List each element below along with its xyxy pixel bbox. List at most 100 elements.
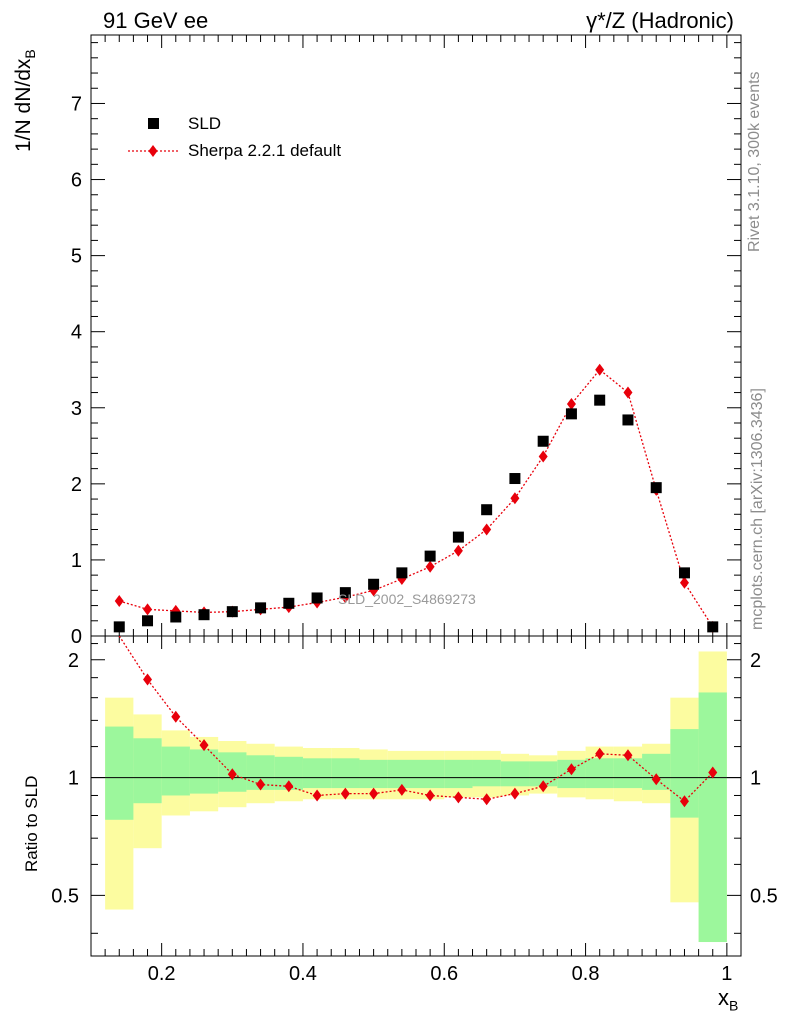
sld-point	[113, 621, 125, 633]
xlabel-text: x	[718, 985, 729, 1010]
axis-ticks: 0.2 0.4 0.6 0.8 1 0 1 2 3 4 5 6 7 0.5 0.5 1 1 2 2	[51, 35, 778, 985]
ratio-point	[143, 673, 153, 686]
ratio-point	[369, 787, 379, 800]
sld-point	[452, 531, 464, 543]
ratio-point	[199, 739, 209, 752]
y-tick-label: 4	[71, 322, 82, 344]
band-stat	[613, 758, 643, 789]
band-stat	[331, 758, 360, 789]
sherpa-point	[679, 576, 689, 589]
x-tick-label: 1	[721, 963, 732, 985]
ratio-point	[482, 793, 492, 806]
sherpa-line	[119, 368, 714, 628]
sld-point	[565, 408, 577, 420]
x-tick-label: 0.4	[289, 963, 317, 985]
sherpa-point	[595, 363, 605, 376]
y-tick-label: 5	[71, 246, 82, 268]
band-stat	[500, 761, 530, 787]
ratio-tick-label-right: 2	[750, 650, 761, 672]
xlabel-sub: B	[729, 997, 739, 1014]
sherpa-point	[425, 560, 435, 573]
ratio-tick-label-right: 0.5	[750, 885, 778, 907]
sherpa-point	[623, 386, 633, 399]
ratio-point	[510, 787, 520, 800]
y-tick-label: 1	[71, 550, 82, 572]
data-series	[113, 363, 719, 633]
ratio-point	[538, 780, 548, 793]
band-stat	[302, 758, 332, 789]
y-tick-label: 7	[71, 93, 82, 115]
y-tick-label: 0	[71, 626, 82, 648]
sld-point	[198, 609, 210, 621]
ratio-tick-label: 1	[68, 768, 79, 790]
sld-point	[678, 567, 690, 579]
sld-point	[368, 578, 380, 590]
ratio-series	[118, 636, 718, 808]
band-stat	[161, 746, 190, 796]
sld-point	[142, 615, 154, 627]
sld-point	[396, 567, 408, 579]
xlabel: xB	[718, 985, 738, 1013]
ratio-point	[227, 768, 237, 781]
band-stat	[387, 759, 416, 789]
sld-point	[339, 587, 351, 599]
ratio-point	[312, 789, 322, 802]
band-stat	[416, 759, 445, 789]
main-ylabel: 1/N dN/dxB	[12, 49, 38, 152]
sld-point	[481, 504, 493, 516]
header-right-title: γ*/Z (Hadronic)	[586, 8, 734, 33]
sld-point	[707, 621, 719, 633]
ratio-ylabel: Ratio to SLD	[22, 775, 41, 872]
ratio-point	[708, 766, 718, 779]
band-stat	[472, 759, 501, 787]
band-stat	[133, 738, 162, 804]
band-stat	[698, 692, 727, 943]
ratio-point	[425, 789, 435, 802]
sld-point	[255, 602, 267, 614]
mcplots-label: mcplots.cern.ch [arXiv:1306.3436]	[749, 388, 766, 630]
sld-point	[650, 482, 662, 494]
sherpa-point	[453, 544, 463, 557]
sld-point	[424, 550, 436, 562]
sld-point	[622, 414, 634, 426]
legend-marker-sherpa	[148, 145, 158, 157]
sherpa-point	[510, 492, 520, 505]
ratio-point	[651, 773, 661, 786]
ratio-point	[256, 778, 266, 791]
plot-frames	[90, 34, 742, 957]
legend-label-sld: SLD	[188, 114, 222, 133]
main-ylabel-sub: B	[22, 49, 39, 59]
ratio-tick-label-right: 1	[750, 768, 761, 790]
sherpa-point	[482, 523, 492, 536]
band-stat	[189, 749, 219, 794]
ratio-tick-label: 0.5	[51, 885, 79, 907]
y-tick-label: 3	[71, 398, 82, 420]
ratio-point	[566, 763, 576, 776]
main-ylabel-text: 1/N dN/dx	[12, 58, 35, 152]
ratio-point	[595, 747, 605, 760]
band-stat	[444, 759, 473, 789]
x-tick-label: 0.2	[148, 963, 176, 985]
sld-point	[283, 597, 295, 609]
sherpa-point	[538, 450, 548, 463]
band-stat	[105, 726, 134, 820]
sld-point	[311, 592, 323, 604]
ratio-point	[171, 710, 181, 723]
ratio-point	[397, 783, 407, 796]
sherpa-point	[114, 595, 124, 608]
sld-point	[509, 473, 521, 485]
watermark: SLD_2002_S4869273	[338, 591, 476, 607]
legend-marker-sld	[148, 118, 159, 129]
y-tick-label: 2	[71, 474, 82, 496]
legend-label-sherpa: Sherpa 2.2.1 default	[188, 141, 342, 160]
x-tick-label: 0.6	[430, 963, 458, 985]
sld-point	[537, 435, 549, 447]
rivet-label: Rivet 3.1.10, 300k events	[746, 71, 763, 252]
ratio-point	[340, 787, 350, 800]
ratio-clipped	[118, 636, 718, 808]
sld-point	[170, 611, 182, 623]
band-stat	[585, 758, 614, 789]
ratio-uncertainty-bands	[105, 651, 727, 943]
x-tick-label: 0.8	[572, 963, 600, 985]
